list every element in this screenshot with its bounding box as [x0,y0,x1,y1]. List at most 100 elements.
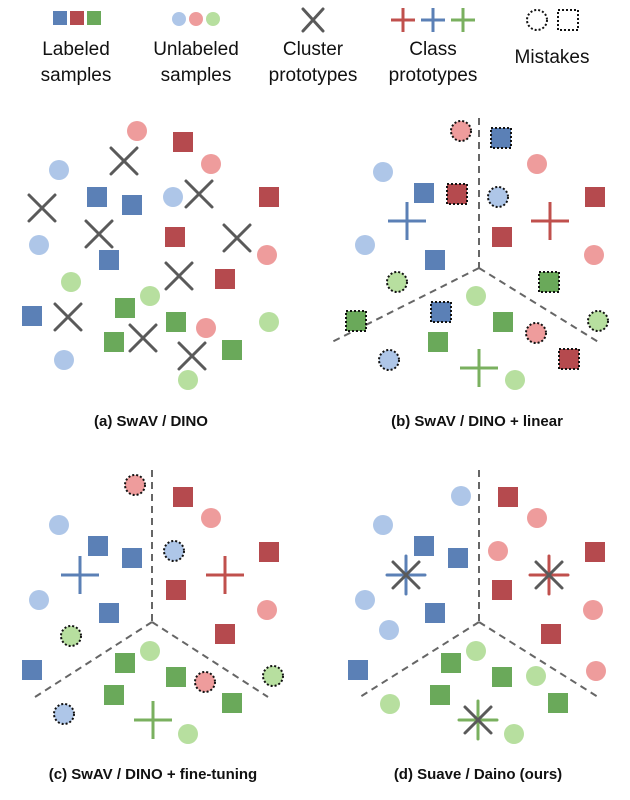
class-prototype-green-plus-icon [460,349,498,387]
decision-boundaries [329,118,601,344]
labeled-sample-green-mistake [345,310,367,332]
labeled-sample-green [104,332,124,352]
unlabeled-sample-red [583,600,603,620]
unlabeled-sample-green [178,724,198,744]
unlabeled-sample-blue [163,187,183,207]
class-prototype-blue-plus-icon [61,556,99,594]
unlabeled-sample-green-mistake [587,310,609,332]
labeled-sample-blue [425,603,445,623]
legend-cluster-prototypes: Cluster prototypes [269,7,358,86]
unlabeled-sample-blue [451,486,471,506]
cluster-prototype-cross-icon [184,179,214,209]
labeled-sample-red [173,487,193,507]
unlabeled-sample-blue [49,515,69,535]
labeled-sample-red [166,580,186,600]
cluster-prototype-cross-icon [53,302,83,332]
legend-text-line: prototypes [269,65,358,86]
decision-boundaries [359,470,599,698]
legend-text-line: samples [41,65,112,86]
unlabeled-sample-green [504,724,524,744]
unlabeled-sample-blue [373,162,393,182]
legend-unlabeled-samples: Unlabeled samples [153,12,239,86]
legend-text-line: Class [409,39,457,60]
panel-d: (d) Suave / Daino (ours) [348,470,606,783]
unlabeled-sample-blue [29,235,49,255]
unlabeled-sample-green [178,370,198,390]
legend-text-line: Unlabeled [153,39,239,60]
class-prototype-green-plus-icon [134,701,172,739]
labeled-sample-red [492,227,512,247]
labeled-sample-green [222,340,242,360]
cluster-prototypes [27,146,252,371]
labeled-samples [345,127,605,370]
labeled-sample-green-mistake [538,271,560,293]
cluster-prototype-cross-icon [177,341,207,371]
merged-prototypes [385,554,570,741]
unlabeled-sample-red [584,245,604,265]
unlabeled-samples [29,474,284,744]
unlabeled-sample-red [257,600,277,620]
class-prototype-red-plus-icon [531,202,569,240]
unlabeled-samples [29,121,279,390]
labeled-sample-red [259,187,279,207]
legend-cluster-text: Cluster prototypes [269,39,358,86]
labeled-sample-blue [99,603,119,623]
panel-c: (c) SwAV / DINO + fine-tuning [22,470,284,783]
unlabeled-sample-green-mistake [262,665,284,687]
legend-green-square-icon [87,11,101,25]
labeled-sample-red [498,487,518,507]
panel-d-caption: (d) Suave / Daino (ours) [394,766,562,783]
unlabeled-sample-blue [355,590,375,610]
unlabeled-sample-green [466,286,486,306]
unlabeled-sample-red [196,318,216,338]
labeled-sample-red [215,624,235,644]
panel-b: (b) SwAV / DINO + linear [329,118,609,430]
labeled-sample-blue [88,536,108,556]
unlabeled-sample-green [61,272,81,292]
unlabeled-sample-green-mistake [60,625,82,647]
labeled-sample-green [115,298,135,318]
legend-green-dot-icon [206,12,220,26]
unlabeled-sample-red [127,121,147,141]
labeled-samples [348,487,605,713]
labeled-sample-blue-mistake [430,301,452,323]
unlabeled-sample-red-mistake [124,474,146,496]
decision-boundary-line [359,621,480,698]
unlabeled-sample-green-mistake [386,271,408,293]
unlabeled-sample-blue [379,620,399,640]
unlabeled-sample-blue [54,350,74,370]
labeled-samples [22,132,279,360]
legend-red-plus-icon [391,8,415,32]
unlabeled-sample-blue [373,515,393,535]
unlabeled-sample-red [257,245,277,265]
legend-text-line: samples [161,65,232,86]
labeled-sample-green [222,693,242,713]
legend-mistakes: Mistakes [515,9,589,68]
unlabeled-sample-blue-mistake [53,703,75,725]
cluster-prototype-cross-icon [27,193,57,223]
legend-text-line: prototypes [389,65,478,86]
labeled-sample-green [492,667,512,687]
unlabeled-sample-red [488,541,508,561]
labeled-sample-red [541,624,561,644]
unlabeled-sample-red-mistake [525,322,547,344]
labeled-sample-blue [425,250,445,270]
unlabeled-sample-red-mistake [450,120,472,142]
unlabeled-sample-green [526,666,546,686]
legend-red-square-icon [70,11,84,25]
labeled-sample-red [585,187,605,207]
legend-labeled-text: Labeled samples [41,39,112,86]
merged-prototype-green-asterisk-icon [457,699,499,741]
legend-text-line: Cluster [283,39,344,60]
labeled-sample-blue [87,187,107,207]
cluster-prototype-cross-icon [128,323,158,353]
labeled-sample-green [428,332,448,352]
labeled-sample-blue-mistake [490,127,512,149]
class-prototypes [388,202,569,387]
unlabeled-sample-green [505,370,525,390]
unlabeled-sample-red [201,508,221,528]
unlabeled-sample-green [380,694,400,714]
legend-mistake-square-icon [557,9,579,31]
unlabeled-sample-green [259,312,279,332]
